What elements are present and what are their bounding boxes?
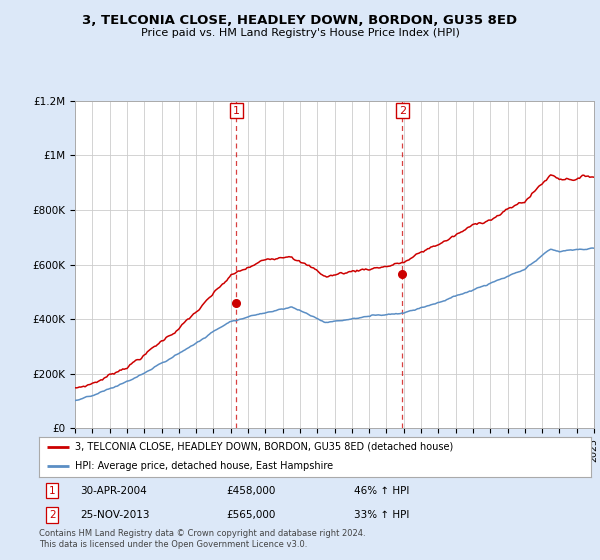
Text: 1: 1 bbox=[49, 486, 56, 496]
Text: 3, TELCONIA CLOSE, HEADLEY DOWN, BORDON, GU35 8ED: 3, TELCONIA CLOSE, HEADLEY DOWN, BORDON,… bbox=[82, 14, 518, 27]
Text: 30-APR-2004: 30-APR-2004 bbox=[80, 486, 147, 496]
Text: 46% ↑ HPI: 46% ↑ HPI bbox=[353, 486, 409, 496]
Text: Price paid vs. HM Land Registry's House Price Index (HPI): Price paid vs. HM Land Registry's House … bbox=[140, 28, 460, 38]
Text: 2: 2 bbox=[49, 510, 56, 520]
Text: 2: 2 bbox=[399, 106, 406, 116]
Text: £565,000: £565,000 bbox=[227, 510, 276, 520]
Text: Contains HM Land Registry data © Crown copyright and database right 2024.
This d: Contains HM Land Registry data © Crown c… bbox=[39, 529, 365, 549]
Text: HPI: Average price, detached house, East Hampshire: HPI: Average price, detached house, East… bbox=[75, 461, 333, 471]
Text: 25-NOV-2013: 25-NOV-2013 bbox=[80, 510, 150, 520]
Text: 33% ↑ HPI: 33% ↑ HPI bbox=[353, 510, 409, 520]
Text: 3, TELCONIA CLOSE, HEADLEY DOWN, BORDON, GU35 8ED (detached house): 3, TELCONIA CLOSE, HEADLEY DOWN, BORDON,… bbox=[75, 442, 453, 452]
Text: £458,000: £458,000 bbox=[227, 486, 276, 496]
Text: 1: 1 bbox=[233, 106, 240, 116]
